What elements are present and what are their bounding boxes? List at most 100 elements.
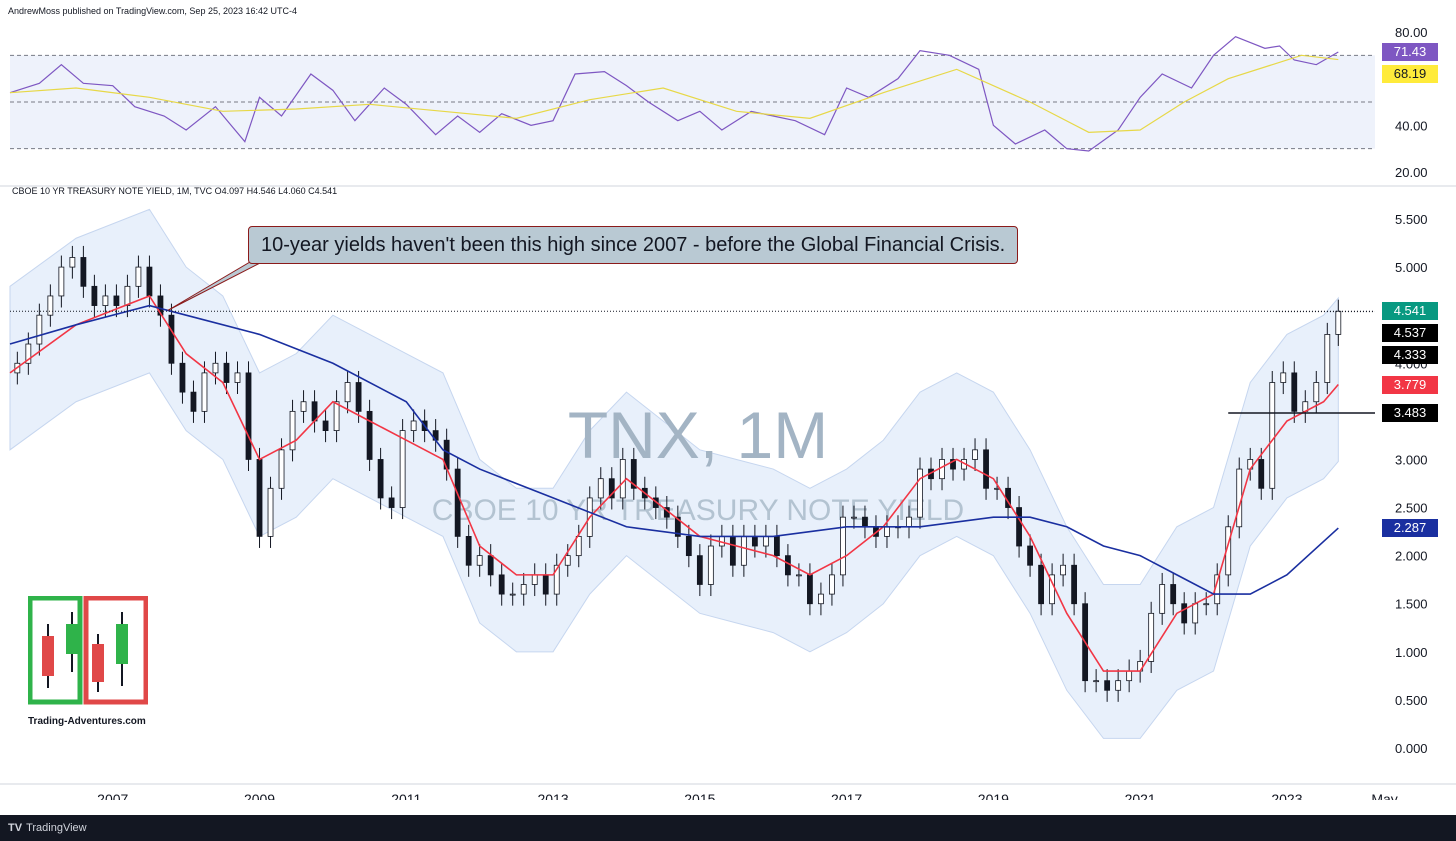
candle-body [597,478,604,499]
price-tick-label: 1.000 [1395,645,1428,660]
candle-body [1126,670,1133,682]
candle-body [851,516,857,519]
rsi-tick-label: 40.00 [1395,118,1428,133]
candle-body [807,574,813,605]
candle-body [1016,507,1022,547]
candle-body [542,574,549,595]
candle-body [410,420,417,431]
candle-body [135,266,142,287]
price-tag: 2.287 [1382,519,1438,538]
candle-body [751,535,758,547]
bollinger-band [9,208,1339,739]
annotation-text: 10-year yields haven't been this high si… [261,234,1006,256]
candle-body [707,545,714,585]
candle-body [1181,603,1188,624]
symbol-legend[interactable]: CBOE 10 YR TREASURY NOTE YIELD, 1M, TVC … [12,186,338,196]
candle-body [212,362,219,374]
candle-body [1313,382,1320,403]
candle-body [1203,603,1210,606]
candle-body [476,555,483,566]
candle-body [465,535,472,566]
candle-body [36,314,43,345]
candle-body [1115,680,1122,691]
candle-body [278,449,285,489]
price-tag: 3.779 [1382,375,1438,394]
candle-body [487,555,494,576]
candle-body [917,468,923,518]
candle-body [796,574,802,577]
candle-body [300,401,307,412]
rsi-tag: 71.43 [1382,42,1438,61]
price-tick-label: 0.000 [1395,741,1428,756]
price-tag: 4.541 [1382,302,1438,321]
rsi-ma-line [9,54,1339,133]
candle-body [1027,545,1033,566]
candle-body [1093,680,1100,683]
rsi-tick-label: 20.00 [1395,165,1428,180]
price-tick-label: 5.000 [1395,260,1428,275]
candle-body [630,459,637,489]
candle-body [972,449,978,460]
rsi-tick-label: 80.00 [1395,25,1428,40]
candle-body [1170,584,1177,605]
candle-body [245,372,252,460]
candle-body [58,266,65,297]
candle-body [840,516,846,576]
candle-body [1269,382,1276,489]
time-tick-label: 2015 [684,791,715,800]
footer-brand: TradingView [26,822,87,834]
price-tick-label: 0.500 [1395,693,1428,708]
candle-body [1192,603,1199,624]
time-tick-label: 2007 [97,791,128,800]
price-tag: 4.537 [1382,324,1438,343]
time-tick-label: 2009 [244,791,275,800]
trading-adventures-logo [27,595,149,708]
candle-body [950,459,956,470]
candle-body [1291,372,1298,412]
candle-body [762,535,769,547]
candle-body [223,362,230,383]
time-tick-label: May [1371,791,1397,800]
candle-body [818,593,824,605]
candle-body [190,391,197,412]
price-tick-label: 2.000 [1395,549,1428,564]
candle-body [267,487,274,537]
candle-body [289,410,296,451]
candle-body [740,535,747,566]
candle-body [1335,310,1342,335]
time-tick-label: 2013 [537,791,568,800]
candle-body [884,526,890,537]
candle-body [256,459,263,537]
candle-body [1071,564,1078,605]
candle-body [124,285,131,306]
candle-body [157,295,164,316]
watermark-subtitle: CBOE 10 YR TREASURY NOTE YIELD [432,494,964,527]
candle-body [729,535,736,566]
price-tick-label: 2.500 [1395,501,1428,516]
rsi-line [9,35,1339,152]
time-tick-label: 2023 [1271,791,1302,800]
candle-body [234,372,241,383]
blue-moving-average [9,304,1339,595]
candle-body [113,295,120,306]
candle-body [696,555,703,585]
price-tag: 3.483 [1382,403,1438,422]
candle-body [146,266,153,297]
candle-body [785,555,791,576]
candle-body [553,564,560,595]
price-panel[interactable]: TNX, 1M CBOE 10 YR TREASURY NOTE YIELD 5.5… [0,200,1456,800]
candle-body [619,459,626,499]
red-moving-average [9,294,1339,672]
rsi-panel[interactable]: 80.00 40.00 20.00 [0,22,1456,202]
candle-body [1104,680,1111,691]
watermark-title: TNX, 1M [568,398,828,472]
candle-body [1038,564,1044,605]
candle-body [564,555,571,566]
candle-body [498,574,505,595]
candle-body [47,295,54,316]
candle-body [333,401,340,431]
candle-body [575,535,582,557]
candle-body [69,257,76,268]
annotation-callout[interactable]: 10-year yields haven't been this high si… [248,226,1019,264]
